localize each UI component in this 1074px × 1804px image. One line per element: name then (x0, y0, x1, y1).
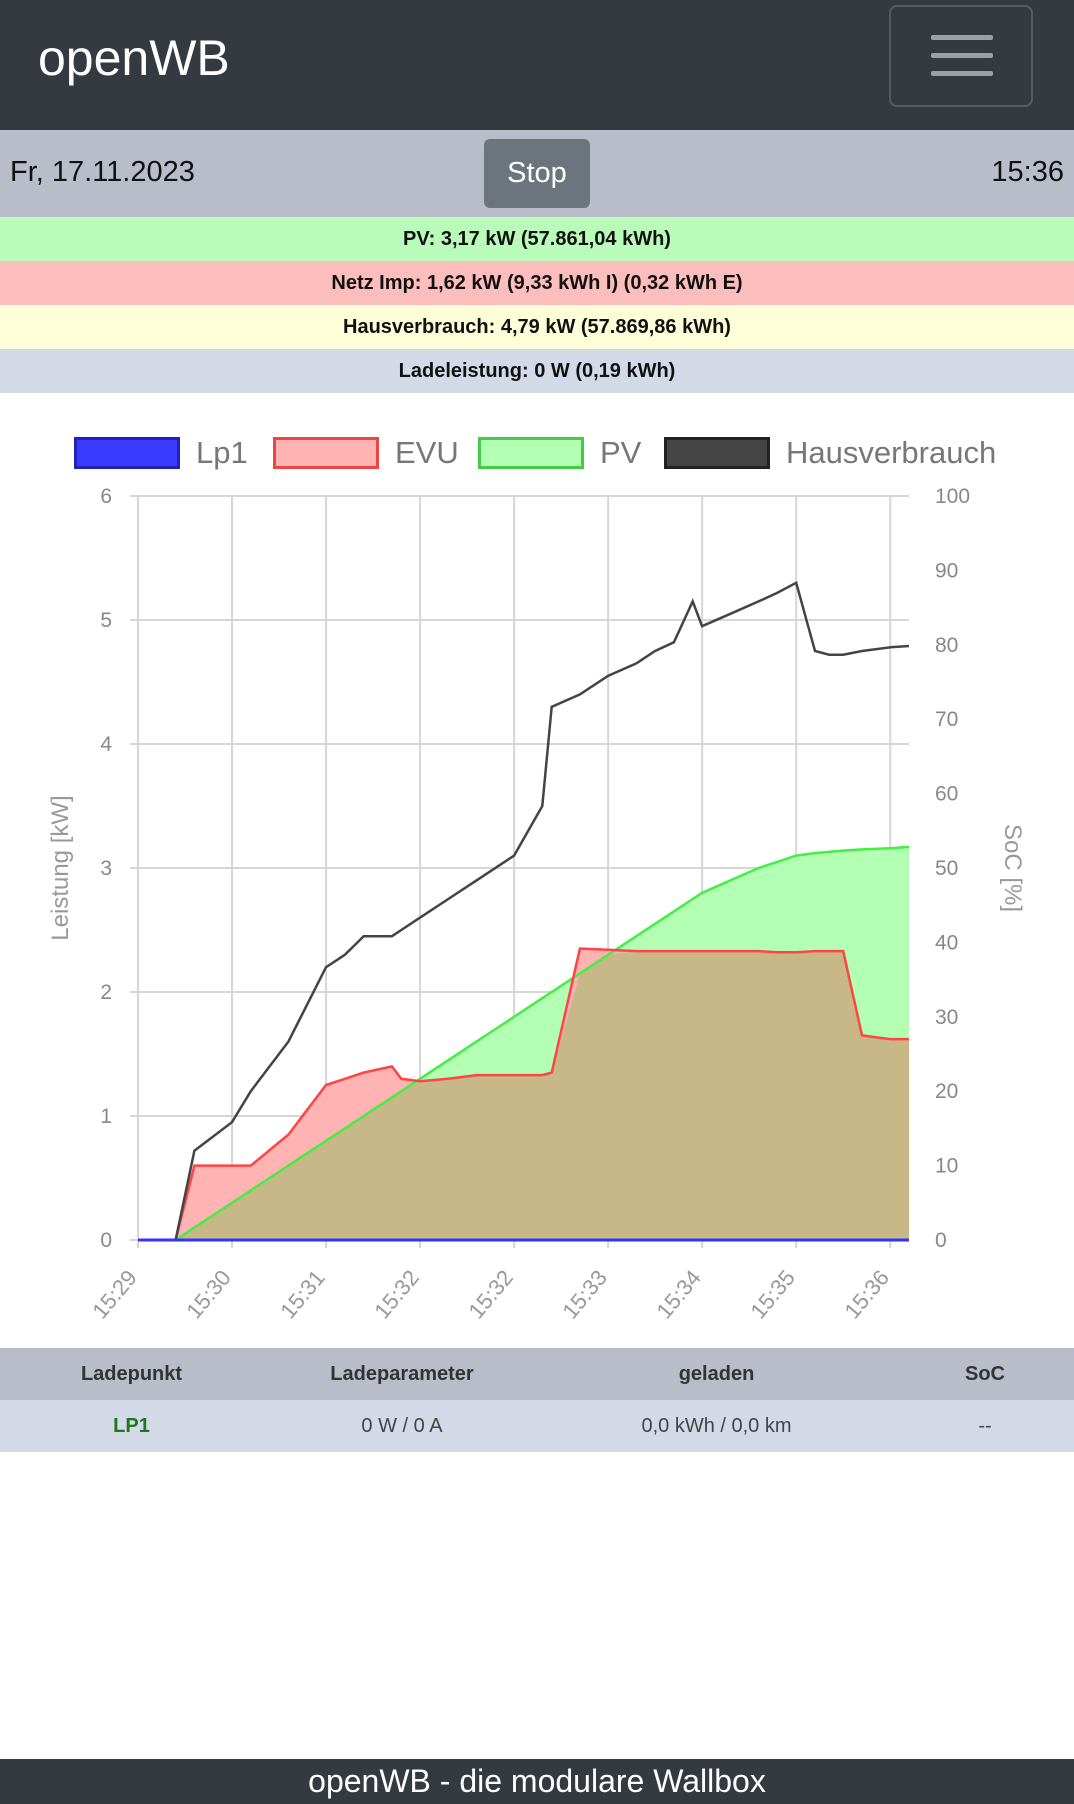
legend-label-hausverbrauch: Hausverbrauch (786, 435, 997, 470)
series-line-evu (138, 947, 909, 1242)
y-tick-label: 0 (100, 1229, 112, 1252)
charge-point-name[interactable]: LP1 (113, 1415, 150, 1437)
charged-energy-value: 0,0 kWh / 0,0 km (641, 1415, 792, 1437)
legend-label-evu: EVU (395, 435, 459, 470)
footer: openWB - die modulare Wallbox (0, 1759, 1074, 1804)
series-line-pv (138, 845, 910, 1242)
column-header-geladen: geladen (678, 1363, 755, 1385)
soc-value: -- (978, 1415, 992, 1437)
menu-toggle-button[interactable] (889, 5, 1033, 107)
house-consumption-status-row: Hausverbrauch: 4,79 kW (57.869,86 kWh) (0, 305, 1074, 349)
hamburger-icon (931, 35, 993, 40)
charging-power-status-row: Ladeleistung: 0 W (0,19 kWh) (0, 349, 1074, 393)
x-tick-label: 15:36 (839, 1265, 894, 1323)
hamburger-icon-bar (931, 53, 993, 58)
y2-tick-label: 90 (935, 559, 958, 582)
top-navbar: openWB (0, 0, 1074, 130)
legend-label-pv: PV (600, 435, 642, 470)
charge-parameter-value: 0 W / 0 A (361, 1415, 443, 1437)
date-time-bar: Fr, 17.11.2023 Stop 15:36 (0, 130, 1074, 217)
pv-status-row: PV: 3,17 kW (57.861,04 kWh) (0, 217, 1074, 261)
x-tick-label: 15:34 (651, 1265, 706, 1323)
y2-tick-label: 100 (935, 485, 970, 508)
brand-logo-text[interactable]: openWB (38, 30, 230, 86)
column-header-ladeparameter: Ladeparameter (330, 1363, 474, 1385)
column-header-soc: SoC (965, 1363, 1005, 1385)
x-tick-label: 15:31 (275, 1265, 330, 1323)
legend-item-evu[interactable]: EVU (273, 435, 459, 471)
legend-swatch-pv (478, 437, 584, 469)
y-axis-title: Leistung [kW] (47, 795, 74, 940)
y2-tick-label: 70 (935, 708, 958, 731)
x-tick-label: 15:33 (557, 1265, 612, 1323)
y2-tick-label: 0 (935, 1229, 947, 1252)
legend-swatch-evu (273, 437, 379, 469)
legend-swatch-lp1 (74, 437, 180, 469)
x-tick-label: 15:29 (87, 1265, 142, 1323)
hamburger-icon-bar (931, 71, 993, 76)
current-time: 15:36 (991, 156, 1064, 188)
y-tick-label: 6 (100, 485, 112, 508)
legend-item-hausverbrauch[interactable]: Hausverbrauch (664, 435, 1004, 471)
y2-tick-label: 80 (935, 634, 958, 657)
y2-axis-title: SoC [%] (999, 824, 1026, 912)
x-tick-label: 15:35 (745, 1265, 800, 1323)
y2-tick-label: 50 (935, 857, 958, 880)
legend-item-lp1[interactable]: Lp1 (74, 435, 248, 471)
series-area-overlap (138, 951, 909, 1240)
x-tick-label: 15:30 (181, 1265, 236, 1323)
y-tick-label: 5 (100, 609, 112, 632)
x-tick-label: 15:32 (369, 1265, 424, 1323)
grid-import-status-row: Netz Imp: 1,62 kW (9,33 kWh I) (0,32 kWh… (0, 261, 1074, 305)
series-line-hausverbrauch (138, 580, 910, 1242)
y2-tick-label: 40 (935, 931, 958, 954)
charge-point-table-header: Ladepunkt Ladeparameter geladen SoC (0, 1348, 1074, 1400)
legend-label-lp1: Lp1 (196, 435, 248, 470)
y-tick-label: 1 (100, 1105, 112, 1128)
legend-swatch-hausverbrauch (664, 437, 770, 469)
y-tick-label: 3 (100, 857, 112, 880)
x-tick-label: 15:32 (463, 1265, 518, 1323)
y-tick-label: 4 (100, 733, 112, 756)
y2-tick-label: 30 (935, 1006, 958, 1029)
y2-tick-label: 10 (935, 1155, 958, 1178)
y2-tick-label: 20 (935, 1080, 958, 1103)
legend-item-pv[interactable]: PV (478, 435, 648, 471)
current-date: Fr, 17.11.2023 (10, 156, 195, 188)
y-tick-label: 2 (100, 981, 112, 1004)
y2-tick-label: 60 (935, 783, 958, 806)
power-chart: 0 1 2 3 4 5 6 15:29 15:30 15:31 15:32 15:32 15:33 15:… (47, 485, 1026, 1323)
table-row[interactable]: LP1 0 W / 0 A 0,0 kWh / 0,0 km -- (0, 1400, 1074, 1452)
stop-button[interactable]: Stop (484, 139, 590, 208)
column-header-ladepunkt: Ladepunkt (80, 1363, 183, 1385)
